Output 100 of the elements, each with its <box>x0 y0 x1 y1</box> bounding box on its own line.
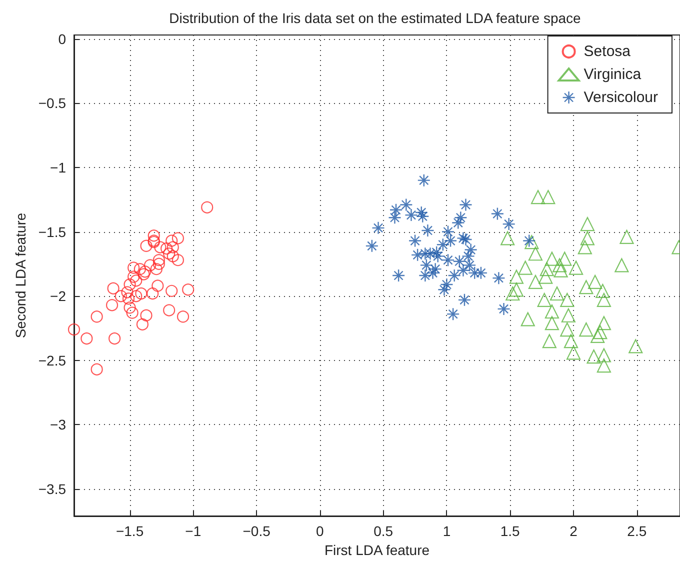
point <box>68 323 80 336</box>
point <box>444 234 457 247</box>
point <box>163 304 176 316</box>
point <box>586 349 601 364</box>
point <box>580 231 594 246</box>
point <box>498 302 510 315</box>
x-axis-title: First LDA feature <box>324 542 430 558</box>
y-axis-title: Second LDA feature <box>12 212 28 338</box>
point <box>492 272 505 284</box>
x-tick-label: −1.5 <box>116 523 144 539</box>
point <box>160 242 173 255</box>
point <box>460 198 472 211</box>
point <box>201 201 214 214</box>
point <box>432 250 444 262</box>
point <box>114 290 127 302</box>
y-tick-label: −1 <box>50 159 66 176</box>
point <box>448 270 460 282</box>
point <box>528 246 543 261</box>
point <box>579 280 594 294</box>
point <box>166 284 178 297</box>
point <box>172 254 184 266</box>
point <box>614 258 629 272</box>
point <box>422 224 434 236</box>
point <box>416 210 429 222</box>
point <box>544 252 560 266</box>
point <box>80 332 93 345</box>
point <box>140 309 152 322</box>
point <box>628 339 643 354</box>
point <box>409 234 422 247</box>
point <box>136 318 149 330</box>
x-tick-label: 1.5 <box>500 523 520 539</box>
point <box>554 263 568 278</box>
point <box>523 234 536 247</box>
y-tick-label: −2 <box>50 288 66 304</box>
point <box>438 284 450 296</box>
y-tick-label: −3 <box>50 416 66 433</box>
point <box>166 234 178 247</box>
x-tick-label: 1 <box>442 523 451 539</box>
point <box>166 241 179 254</box>
point <box>558 252 572 266</box>
point <box>138 268 150 280</box>
point <box>544 304 560 319</box>
y-tick-label: −1.5 <box>38 224 66 240</box>
point <box>464 259 476 272</box>
point <box>544 316 560 330</box>
point <box>90 310 103 323</box>
legend-label: Virginica <box>584 66 642 83</box>
point <box>140 240 152 252</box>
point <box>121 286 134 298</box>
x-tick-label: 2 <box>570 523 578 539</box>
point <box>540 262 554 276</box>
point <box>426 266 439 279</box>
point <box>593 325 608 340</box>
point <box>541 190 556 204</box>
point <box>182 284 194 296</box>
point <box>106 299 118 312</box>
point <box>442 226 454 238</box>
point <box>520 312 535 326</box>
point <box>144 259 156 272</box>
legend-label: Setosa <box>584 43 632 60</box>
point <box>620 230 634 244</box>
point <box>579 322 594 337</box>
legend-label: Versicolour <box>584 89 658 106</box>
x-tick-label: 0 <box>316 523 324 539</box>
point <box>457 264 470 276</box>
point <box>550 286 564 301</box>
point <box>460 233 472 246</box>
point <box>500 231 515 246</box>
point <box>530 190 546 204</box>
point <box>152 254 165 266</box>
point <box>135 287 148 300</box>
point <box>400 198 412 211</box>
point <box>506 286 520 301</box>
point <box>128 270 140 283</box>
point <box>154 241 166 254</box>
point <box>596 358 611 373</box>
point <box>524 235 539 250</box>
point <box>172 232 184 244</box>
point <box>124 302 136 314</box>
point <box>146 287 159 300</box>
point <box>552 258 567 272</box>
point <box>491 208 504 220</box>
point <box>152 258 165 270</box>
point <box>566 346 581 360</box>
point <box>564 334 578 348</box>
point <box>372 222 384 234</box>
y-tick-label: −2.5 <box>38 352 66 368</box>
point <box>560 322 574 337</box>
point <box>578 240 592 254</box>
point <box>537 292 552 307</box>
point <box>596 284 610 298</box>
point <box>126 306 138 319</box>
point <box>542 334 556 348</box>
point <box>596 292 611 307</box>
x-tick-label: 2.5 <box>627 523 647 539</box>
point <box>163 248 176 260</box>
point <box>130 290 142 302</box>
x-tick-label: −1 <box>185 523 202 539</box>
point <box>90 363 103 376</box>
point <box>419 270 432 282</box>
